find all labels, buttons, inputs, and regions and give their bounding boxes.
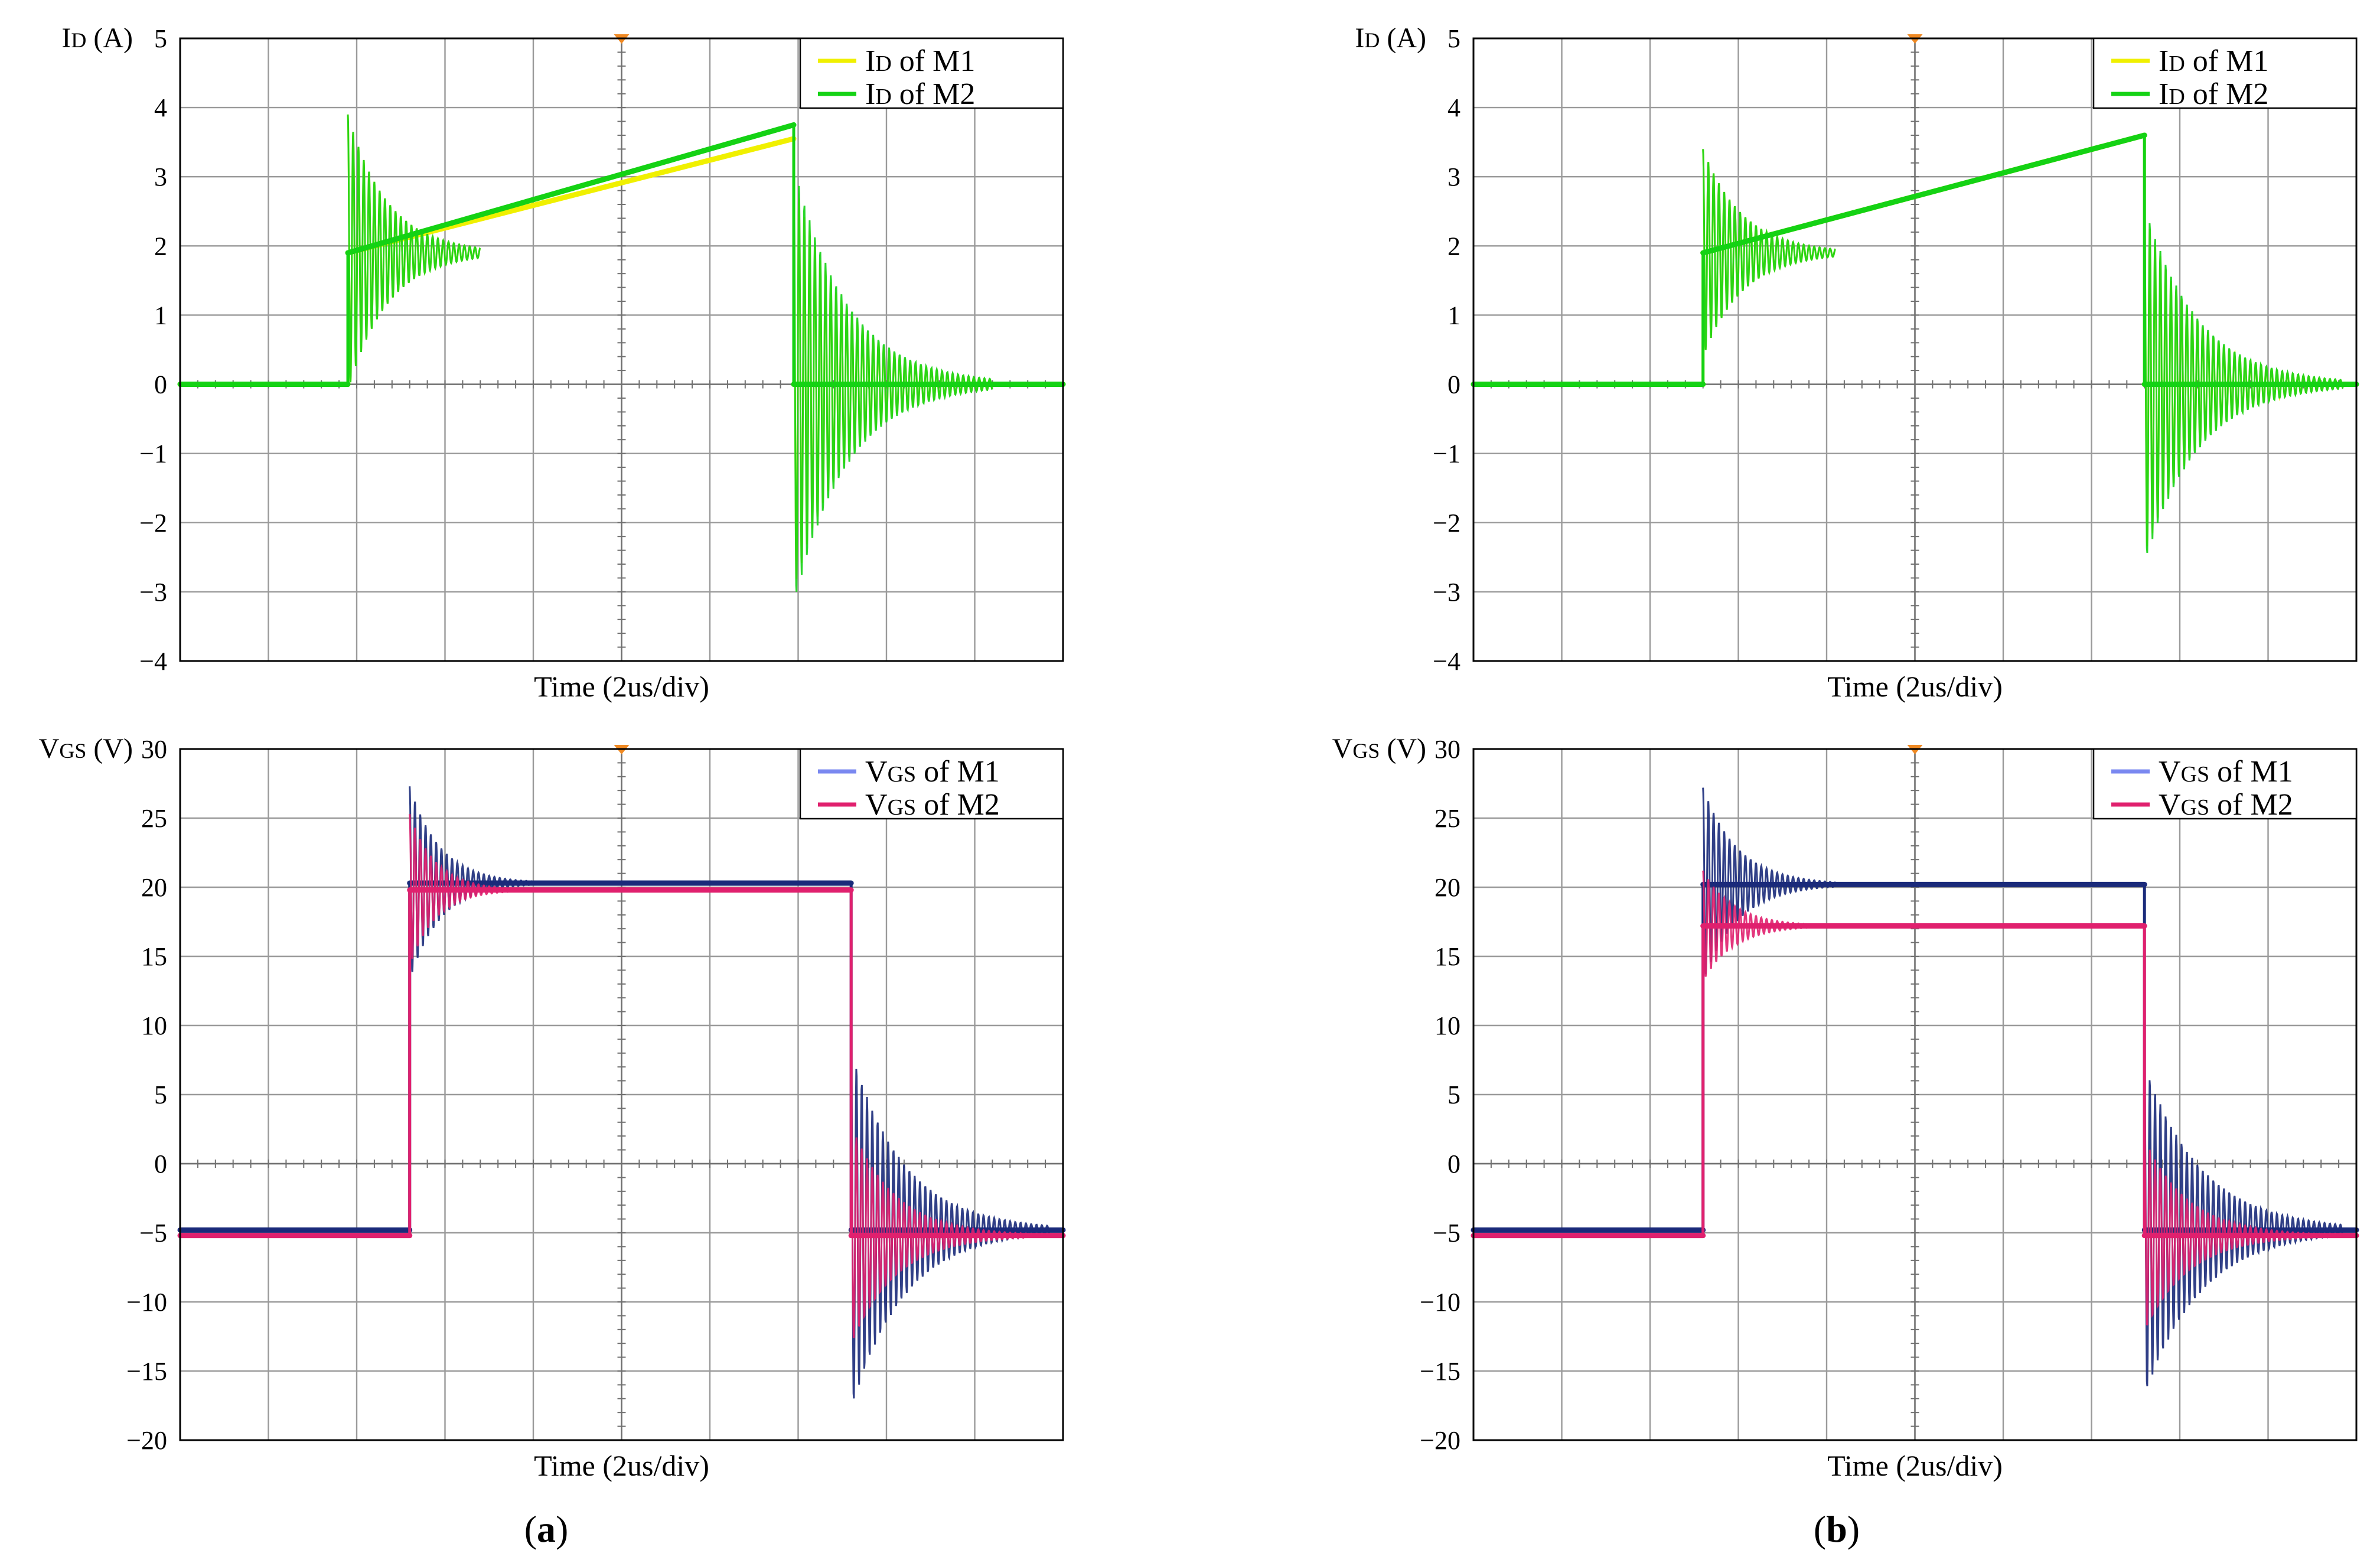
y-tick-label: −1 xyxy=(139,439,167,468)
series-2 xyxy=(177,114,1066,592)
chart-a-bottom: −20 −15 −10 −5 0 5 10 15 20 25 30 VGS (V) Time (2us/… xyxy=(39,733,1066,1482)
y-tick-label: 4 xyxy=(154,93,167,122)
legend-box xyxy=(2092,37,2358,109)
legend-label: VGS of M2 xyxy=(865,788,1000,822)
panel-label-a: (a) xyxy=(524,1508,569,1550)
chart-b-top: −4 −3 −2 −1 0 1 2 3 4 5 ID (A) Time (2us/div) ID of … xyxy=(1355,22,2359,703)
legend-label: ID of M2 xyxy=(865,77,975,111)
y-tick-label: 1 xyxy=(154,301,167,330)
y-axis-label: VGS (V) xyxy=(1332,733,1426,764)
trace-segment xyxy=(345,122,797,256)
legend-box xyxy=(799,37,1064,109)
y-tick-label: 1 xyxy=(1447,301,1460,330)
y-tick-label: 3 xyxy=(1447,162,1460,191)
y-tick-label: 2 xyxy=(1447,232,1460,260)
plot-frame xyxy=(1472,37,2358,662)
legend-label: ID of M2 xyxy=(2159,77,2268,111)
y-tick-label: 0 xyxy=(1447,370,1460,399)
y-tick-label: 5 xyxy=(1447,24,1460,53)
legend-label: VGS of M1 xyxy=(2159,755,2293,789)
y-tick-label: −1 xyxy=(1433,439,1460,468)
y-tick-label: −15 xyxy=(126,1357,167,1386)
y-tick-label: −20 xyxy=(1420,1426,1460,1455)
plot-frame xyxy=(179,37,1064,662)
y-tick-label: 2 xyxy=(154,232,167,260)
grid xyxy=(180,38,1063,661)
plot-frame xyxy=(1472,748,2358,1441)
x-axis-label: Time (2us/div) xyxy=(534,670,709,703)
y-tick-label: 25 xyxy=(141,804,167,833)
y-tick-label: 0 xyxy=(154,1150,167,1178)
y-tick-label: −3 xyxy=(1433,578,1460,607)
legend-label: VGS of M2 xyxy=(2159,788,2293,822)
x-axis-label: Time (2us/div) xyxy=(1827,670,2003,703)
grid xyxy=(1473,38,2356,661)
y-axis-label: ID (A) xyxy=(1355,22,1426,54)
legend-box xyxy=(799,748,1064,820)
y-tick-label: 25 xyxy=(1434,804,1460,833)
series-2 xyxy=(1471,870,2359,1326)
y-tick-label: 20 xyxy=(141,873,167,902)
grid xyxy=(180,749,1063,1440)
y-tick-label: −2 xyxy=(1433,509,1460,538)
y-tick-label: 10 xyxy=(1434,1011,1460,1040)
y-tick-label: 5 xyxy=(1447,1080,1460,1109)
chart-a-top: −4 −3 −2 −1 0 1 2 3 4 5 ID (A) Time (2us/div) ID of … xyxy=(61,22,1066,703)
y-tick-label: 5 xyxy=(154,24,167,53)
series-2 xyxy=(1471,132,2359,553)
y-tick-label: −2 xyxy=(139,509,167,538)
y-tick-label: 3 xyxy=(154,162,167,191)
y-tick-label: −20 xyxy=(126,1426,167,1455)
y-tick-label: −10 xyxy=(1420,1288,1460,1317)
y-axis-label: ID (A) xyxy=(61,22,133,54)
ringing-burst xyxy=(1702,149,1836,350)
y-axis-label: VGS (V) xyxy=(39,733,133,764)
x-axis-label: Time (2us/div) xyxy=(534,1449,709,1482)
y-tick-label: −10 xyxy=(126,1288,167,1317)
y-tick-label: −15 xyxy=(1420,1357,1460,1386)
x-axis-label: Time (2us/div) xyxy=(1827,1449,2003,1482)
y-tick-label: −4 xyxy=(1433,647,1460,676)
plot-frame xyxy=(179,748,1064,1441)
y-tick-label: 0 xyxy=(154,370,167,399)
y-tick-label: 4 xyxy=(1447,93,1460,122)
y-tick-label: −4 xyxy=(139,647,167,676)
y-tick-label: 10 xyxy=(141,1011,167,1040)
y-tick-label: −5 xyxy=(1433,1219,1460,1248)
trace-segment xyxy=(1700,132,2147,256)
y-tick-label: 30 xyxy=(141,735,167,764)
y-tick-label: −5 xyxy=(139,1219,167,1248)
y-tick-label: 30 xyxy=(1434,735,1460,764)
legend-label: VGS of M1 xyxy=(865,755,1000,789)
y-tick-label: 20 xyxy=(1434,873,1460,902)
chart-b-bottom: −20 −15 −10 −5 0 5 10 15 20 25 30 VGS (V) Time (2us/… xyxy=(1332,733,2359,1482)
y-tick-label: 15 xyxy=(141,942,167,971)
y-tick-label: 15 xyxy=(1434,942,1460,971)
legend-box xyxy=(2092,748,2358,820)
grid xyxy=(1473,749,2356,1440)
panel-label-b: (b) xyxy=(1814,1508,1860,1550)
series-2 xyxy=(177,813,1066,1339)
y-tick-label: 5 xyxy=(154,1080,167,1109)
legend-label: ID of M1 xyxy=(2159,44,2268,78)
legend-label: ID of M1 xyxy=(865,44,975,78)
y-tick-label: 0 xyxy=(1447,1150,1460,1178)
ringing-burst xyxy=(347,114,481,383)
y-tick-label: −3 xyxy=(139,578,167,607)
